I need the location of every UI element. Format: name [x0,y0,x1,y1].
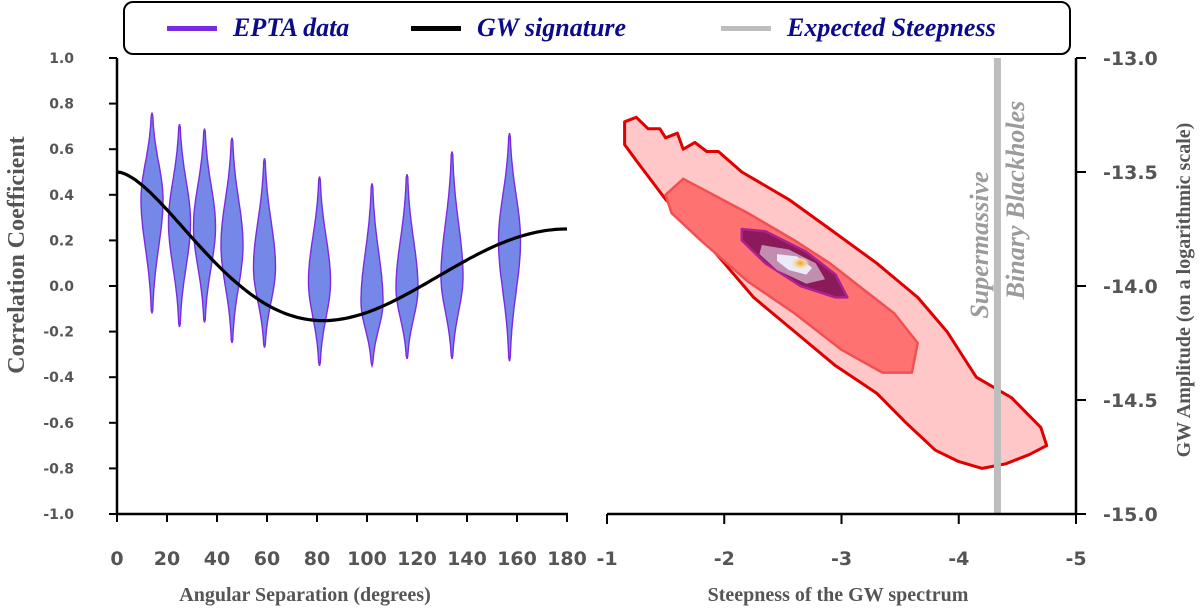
violin [140,112,164,314]
left-x-tick-label: 120 [397,548,437,570]
left-x-tick-label: 0 [110,548,123,570]
right-y-tick-label: -14.0 [1103,276,1158,298]
left-x-tick-label: 20 [154,548,180,570]
legend-item-expected: Expected Steepness [721,3,996,53]
violin [497,133,522,362]
left-y-tick-label: 0.8 [49,97,74,113]
left-x-tick-label: 140 [447,548,487,570]
legend: EPTA data GW signature Expected Steepnes… [123,1,1071,55]
left-x-tick-label: 80 [304,548,330,570]
violin [307,176,332,366]
right-x-ticks: -1 -2 -3 -4 -5 [596,514,1087,570]
legend-item-epta: EPTA data [167,3,349,53]
left-y-label: Correlation Coefficient [4,136,30,373]
right-y-tick-label: -15.0 [1103,504,1158,526]
contour-panel: -1 -2 -3 -4 -5 -13.0 -13.5 -14.0 -14.5 -15.0 Sup… [596,48,1195,606]
right-x-tick-label: -5 [1065,548,1086,570]
legend-label-epta: EPTA data [233,13,350,42]
left-y-tick-label: -0.4 [43,370,74,386]
left-y-tick-label: 0.6 [49,142,74,158]
left-y-tick-label: 0.2 [49,233,74,249]
legend-item-gw: GW signature [411,3,626,53]
annotation-line-1: Supermassive [965,171,994,318]
right-x-label: Steepness of the GW spectrum [708,584,969,606]
legend-label-expected: Expected Steepness [787,13,996,42]
right-x-tick-label: -3 [831,548,852,570]
right-x-tick-label: -4 [948,548,969,570]
left-y-tick-label: -0.2 [43,325,74,341]
left-x-tick-label: 40 [204,548,230,570]
violin [440,151,464,360]
left-x-ticks: 0 20 40 60 80 100 120 140 160 180 [110,514,587,570]
left-x-tick-label: 180 [547,548,587,570]
right-y-tick-label: -13.0 [1103,48,1158,70]
legend-label-gw: GW signature [477,13,627,42]
right-y-label: GW Amplitude (on a logarithmic scale) [1173,123,1195,458]
right-x-tick-label: -2 [714,548,735,570]
violin [252,158,277,348]
left-x-label: Angular Separation (degrees) [179,584,430,606]
left-y-tick-label: -0.8 [43,461,74,477]
violin-panel: 1.0 0.8 0.6 0.4 0.2 0.0 -0.2 -0.4 -0.6 -0.8 -1.0 0… [4,51,587,606]
left-y-tick-label: 0.0 [49,279,74,295]
contour-group [623,115,1049,470]
violin [192,128,217,323]
right-x-tick-label: -1 [596,548,617,570]
gw-signature-curve [116,170,567,323]
contour-peak [791,257,810,270]
violin [395,174,419,360]
left-x-tick-label: 60 [254,548,280,570]
left-y-tick-label: 1.0 [49,51,74,67]
left-x-tick-label: 160 [497,548,537,570]
legend-swatch-expected [721,25,771,31]
left-y-tick-label: 0.4 [49,188,74,204]
violin [220,137,244,344]
right-y-ticks: -13.0 -13.5 -14.0 -14.5 -15.0 [1076,48,1158,526]
violin-group [140,112,522,369]
left-y-tick-label: -1.0 [43,507,74,523]
legend-swatch-epta [167,25,217,31]
legend-swatch-gw [411,25,461,31]
left-y-ticks: 1.0 0.8 0.6 0.4 0.2 0.0 -0.2 -0.4 -0.6 -0.8 -1.0 [43,51,117,523]
right-y-tick-label: -13.5 [1103,162,1158,184]
violin [360,183,384,369]
left-y-tick-label: -0.6 [43,416,74,432]
annotation-line-2: Binary Blackholes [1001,101,1030,301]
left-x-tick-label: 100 [347,548,387,570]
right-y-tick-label: -14.5 [1103,390,1158,412]
